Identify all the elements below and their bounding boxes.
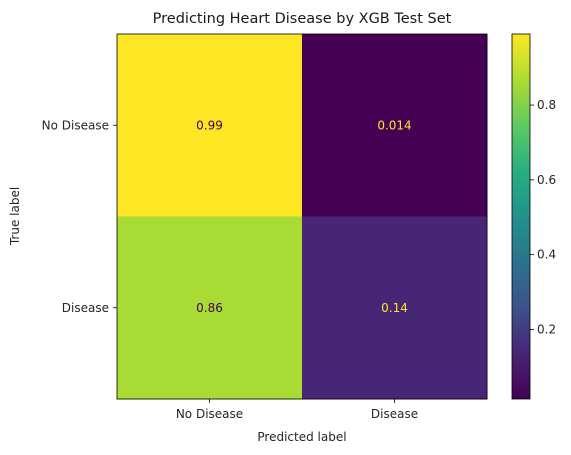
cell-value-label: 0.86 bbox=[196, 301, 223, 315]
x-tick-label: Disease bbox=[371, 407, 418, 421]
plot-frame bbox=[116, 33, 488, 400]
heatmap-cell bbox=[117, 34, 303, 217]
y-tick-label: No Disease bbox=[42, 118, 109, 132]
heatmap-cells bbox=[117, 34, 488, 400]
heatmap-cell bbox=[302, 34, 488, 217]
y-axis-label: True label bbox=[8, 187, 22, 246]
x-axis-ticks: No Disease Disease bbox=[176, 399, 418, 421]
y-tick-label: Disease bbox=[62, 301, 109, 315]
cell-value-label: 0.99 bbox=[196, 118, 223, 132]
x-tick-label: No Disease bbox=[176, 407, 243, 421]
colorbar-ticks: 0.2 0.4 0.6 0.8 bbox=[530, 98, 556, 336]
heatmap-cell bbox=[117, 216, 303, 400]
colorbar-tick-label: 0.6 bbox=[537, 173, 556, 187]
cell-value-label: 0.14 bbox=[381, 301, 408, 315]
heatmap-value-labels: 0.99 0.014 0.86 0.14 bbox=[196, 118, 412, 315]
x-axis-label: Predicted label bbox=[257, 430, 346, 444]
colorbar-tick-label: 0.8 bbox=[537, 98, 556, 112]
chart-title: Predicting Heart Disease by XGB Test Set bbox=[153, 11, 452, 27]
heatmap-cell bbox=[302, 216, 488, 400]
colorbar-tick-label: 0.2 bbox=[537, 322, 556, 336]
cell-value-label: 0.014 bbox=[377, 118, 411, 132]
colorbar: 0.2 0.4 0.6 0.8 bbox=[511, 33, 556, 400]
colorbar-gradient bbox=[511, 33, 531, 400]
colorbar-tick-label: 0.4 bbox=[537, 248, 556, 262]
y-axis-ticks: No Disease Disease bbox=[42, 118, 117, 315]
